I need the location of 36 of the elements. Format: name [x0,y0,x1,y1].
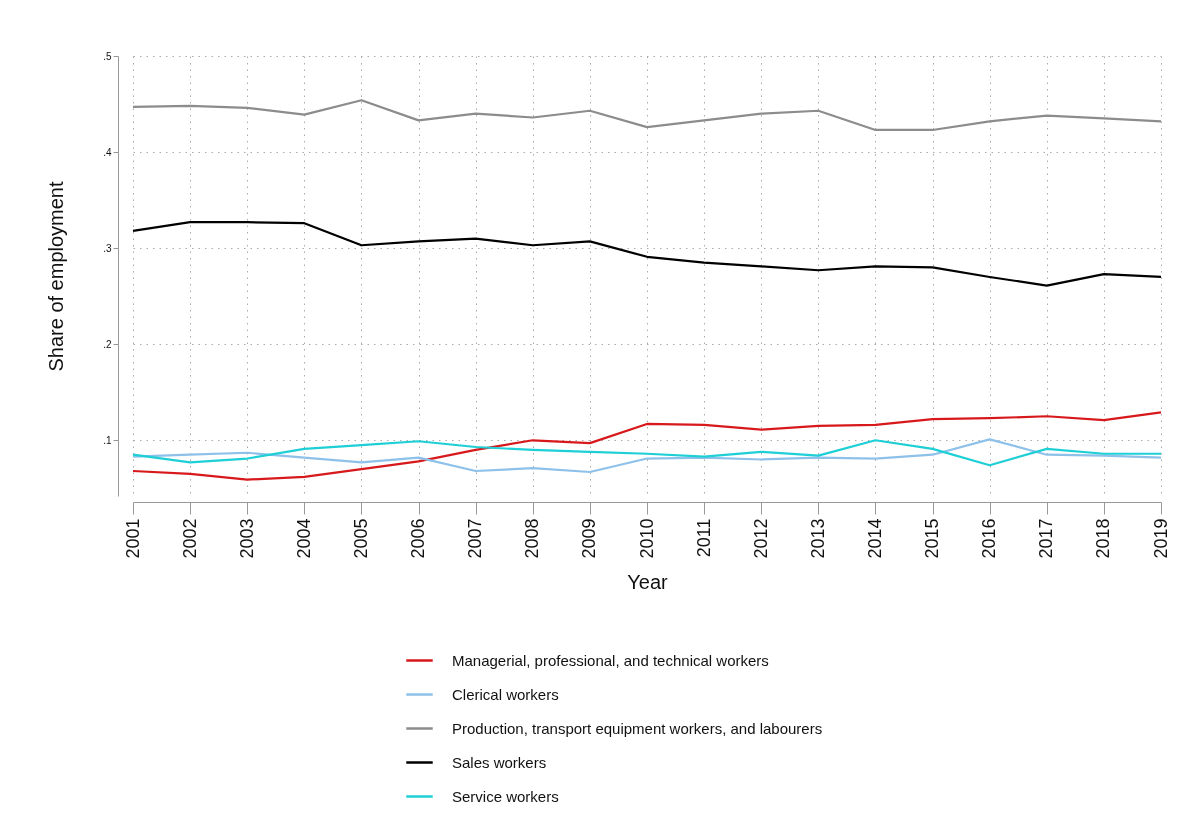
legend-label: Clerical workers [452,685,559,703]
legend-label: Service workers [452,787,559,805]
x-tick-label: 2009 [579,518,600,559]
legend-label: Sales workers [452,753,547,771]
x-tick-label: 2018 [1093,518,1114,559]
x-tick-label: 2019 [1150,518,1171,559]
x-tick-label: 2008 [522,518,543,559]
x-tick-label: 2001 [122,518,143,559]
y-tick-label: .2 [103,338,112,350]
line-series [131,221,1163,287]
x-tick-label: 2016 [979,518,1000,559]
legend-label: Managerial, professional, and technical workers [452,651,769,669]
y-axis-title: Share of employment [45,181,68,372]
x-tick-label: 2004 [293,518,314,559]
line-series [131,99,1163,132]
y-tick-label: .1 [103,434,112,446]
x-tick-label: 2012 [750,518,771,559]
y-tick-label: .4 [103,146,112,158]
x-tick-label: 2003 [236,518,257,559]
x-tick-label: 2017 [1036,518,1057,559]
line-series [131,438,1163,474]
x-tick-label: 2007 [465,518,486,559]
legend-label: Production, transport equipment workers, and labourers [452,719,823,737]
y-tick-label: .5 [103,50,112,62]
x-tick-label: 2014 [864,518,885,559]
line-series [131,439,1163,467]
x-tick-label: 2002 [179,518,200,559]
x-tick-label: 2005 [350,518,371,559]
x-tick-label: 2010 [636,518,657,559]
line-series [131,411,1163,481]
y-tick-label: .3 [103,242,112,254]
x-tick-label: 2006 [408,518,429,559]
x-tick-label: 2011 [693,518,714,558]
x-tick-label: 2015 [922,518,943,559]
x-axis-title: Year [627,570,669,593]
x-tick-label: 2013 [807,518,828,559]
